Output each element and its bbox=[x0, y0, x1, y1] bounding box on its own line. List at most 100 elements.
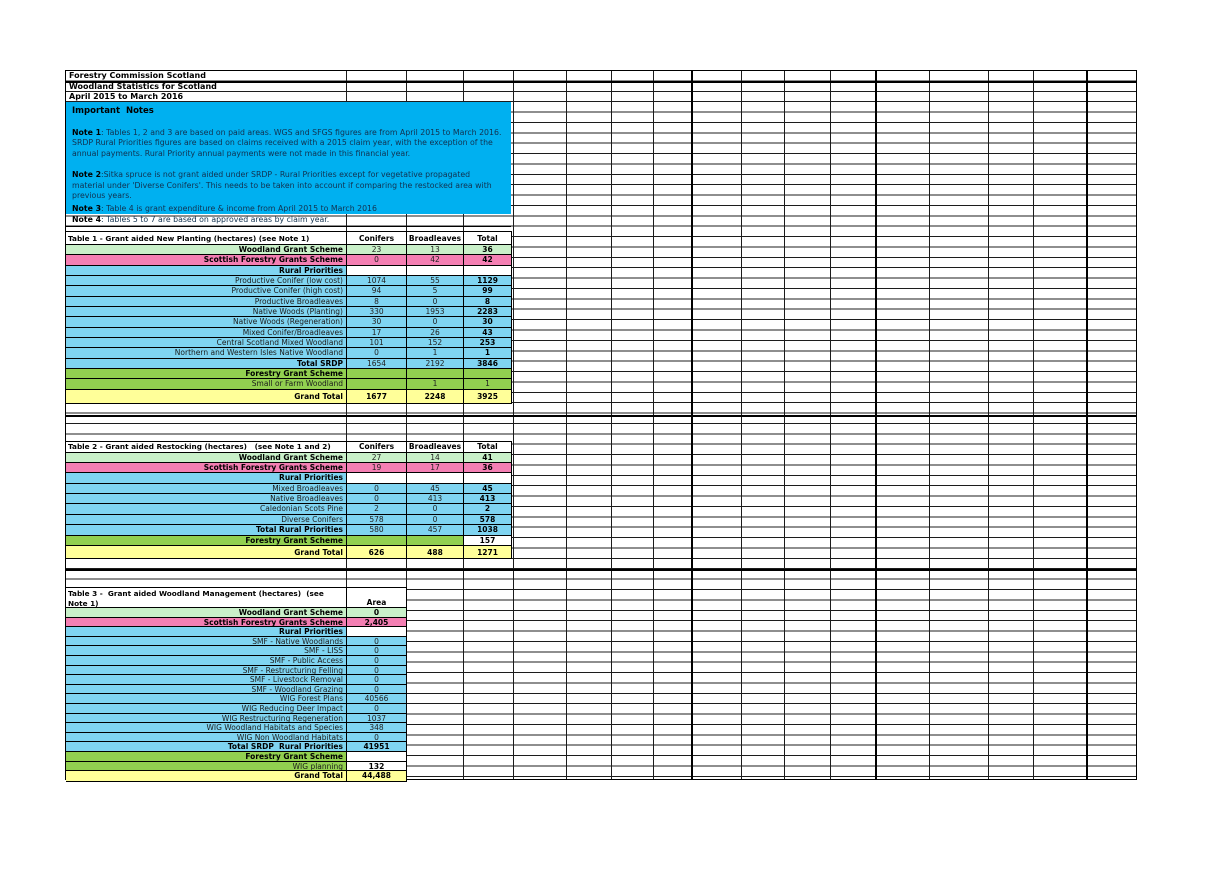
cell-value[interactable]: 17 bbox=[346, 327, 406, 338]
cell-value[interactable] bbox=[406, 265, 463, 276]
cell-value[interactable]: 27 bbox=[346, 452, 406, 462]
cell-value[interactable]: 45 bbox=[463, 483, 511, 494]
cell-value[interactable]: 1129 bbox=[463, 276, 511, 286]
cell-value[interactable]: 0 bbox=[346, 646, 406, 655]
cell-value[interactable]: 3846 bbox=[463, 358, 511, 369]
column-header[interactable]: Area bbox=[346, 588, 406, 607]
cell-value[interactable]: 45 bbox=[406, 483, 463, 494]
cell-value[interactable]: 2,405 bbox=[346, 617, 406, 627]
cell-value[interactable]: 1677 bbox=[346, 389, 406, 404]
cell-value[interactable]: 14 bbox=[406, 452, 463, 462]
column-header[interactable]: Total bbox=[463, 442, 511, 452]
cell-value[interactable]: 457 bbox=[406, 525, 463, 535]
row-label[interactable]: SMF - Native Woodlands bbox=[252, 636, 343, 646]
row-label[interactable]: Diverse Conifers bbox=[281, 514, 343, 524]
row-label[interactable]: WIG Restructuring Regeneration bbox=[221, 713, 343, 723]
cell-value[interactable]: 26 bbox=[406, 327, 463, 338]
row-label[interactable]: Total SRDP Rural Priorities bbox=[227, 742, 343, 751]
row-label[interactable]: Rural Priorities bbox=[279, 265, 343, 275]
cell-value[interactable] bbox=[406, 535, 463, 546]
column-header[interactable]: Conifers bbox=[346, 232, 406, 244]
cell-value[interactable]: 0 bbox=[346, 675, 406, 684]
cell-value[interactable]: 5 bbox=[406, 286, 463, 296]
cell-value[interactable]: 253 bbox=[463, 338, 511, 348]
table-title[interactable]: Table 3 - Grant aided Woodland Managemen… bbox=[68, 589, 324, 607]
row-label[interactable]: Scottish Forestry Grants Scheme bbox=[203, 617, 343, 627]
cell-value[interactable] bbox=[346, 265, 406, 276]
cell-value[interactable]: 1271 bbox=[463, 546, 511, 559]
cell-value[interactable]: 1953 bbox=[406, 307, 463, 317]
cell-value[interactable]: 41951 bbox=[346, 742, 406, 751]
cell-value[interactable]: 0 bbox=[346, 494, 406, 504]
row-label[interactable]: Mixed Conifer/Broadleaves bbox=[242, 327, 343, 337]
row-label[interactable]: Native Woods (Planting) bbox=[252, 307, 343, 317]
row-label[interactable]: Northern and Western Isles Native Woodla… bbox=[174, 348, 343, 358]
cell-value[interactable]: 0 bbox=[346, 636, 406, 646]
cell-value[interactable]: 0 bbox=[346, 732, 406, 742]
row-label[interactable]: Native Broadleaves bbox=[270, 494, 343, 504]
cell-value[interactable] bbox=[463, 473, 511, 483]
cell-value[interactable]: 43 bbox=[463, 327, 511, 338]
row-label[interactable]: Grand Total bbox=[294, 391, 343, 401]
row-label[interactable]: WIG Reducing Deer Impact bbox=[241, 703, 343, 713]
row-label[interactable]: Total Rural Priorities bbox=[255, 525, 343, 535]
cell-value[interactable]: 30 bbox=[346, 317, 406, 327]
cell-value[interactable]: 3925 bbox=[463, 389, 511, 404]
row-label[interactable]: Rural Priorities bbox=[279, 473, 343, 483]
row-label[interactable]: Grand Total bbox=[294, 771, 343, 781]
cell-value[interactable]: 580 bbox=[346, 525, 406, 535]
cell-value[interactable]: 0 bbox=[406, 296, 463, 307]
cell-value[interactable]: 36 bbox=[463, 245, 511, 255]
row-label[interactable]: WIG planning bbox=[292, 761, 343, 771]
cell-value[interactable]: 132 bbox=[346, 761, 406, 771]
row-label[interactable]: SMF - Restructuring Felling bbox=[242, 665, 343, 675]
cell-value[interactable]: 0 bbox=[346, 348, 406, 358]
row-label[interactable]: Woodland Grant Scheme bbox=[238, 452, 343, 462]
cell-value[interactable]: 2 bbox=[463, 504, 511, 514]
row-label[interactable]: Native Woods (Regeneration) bbox=[232, 317, 343, 327]
row-label[interactable]: SMF - LISS bbox=[304, 646, 343, 655]
column-header[interactable]: Broadleaves bbox=[406, 442, 463, 452]
table-title[interactable]: Table 1 - Grant aided New Planting (hect… bbox=[68, 234, 310, 243]
cell-value[interactable]: 578 bbox=[346, 514, 406, 525]
column-header[interactable]: Broadleaves bbox=[406, 232, 463, 244]
table-title[interactable]: Table 2 - Grant aided Restocking (hectar… bbox=[68, 442, 331, 451]
cell-value[interactable]: 413 bbox=[463, 494, 511, 504]
row-label[interactable]: Small or Farm Woodland bbox=[251, 379, 343, 389]
cell-value[interactable]: 19 bbox=[346, 462, 406, 473]
cell-value[interactable]: 0 bbox=[346, 655, 406, 665]
sheet-title-cell-2[interactable]: Woodland Statistics for Scotland bbox=[69, 81, 217, 91]
cell-value[interactable]: 1 bbox=[463, 348, 511, 358]
cell-value[interactable]: 2248 bbox=[406, 389, 463, 404]
cell-value[interactable]: 1 bbox=[406, 379, 463, 389]
important-notes-block[interactable]: Important Notes Note 1: Tables 1, 2 and … bbox=[66, 102, 511, 228]
cell-value[interactable]: 1038 bbox=[463, 525, 511, 535]
sheet-title-cell-3[interactable]: April 2015 to March 2016 bbox=[69, 92, 184, 101]
cell-value[interactable]: 99 bbox=[463, 286, 511, 296]
cell-value[interactable]: 626 bbox=[346, 546, 406, 559]
cell-value[interactable]: 42 bbox=[463, 255, 511, 265]
cell-value[interactable]: 413 bbox=[406, 494, 463, 504]
cell-value[interactable]: 0 bbox=[346, 684, 406, 694]
row-label[interactable]: Productive Conifer (high cost) bbox=[231, 286, 343, 296]
cell-value[interactable]: 0 bbox=[346, 608, 406, 617]
cell-value[interactable]: 17 bbox=[406, 462, 463, 473]
cell-value[interactable] bbox=[346, 751, 406, 761]
cell-value[interactable]: 0 bbox=[346, 483, 406, 494]
cell-value[interactable]: 13 bbox=[406, 245, 463, 255]
cell-value[interactable]: 1037 bbox=[346, 713, 406, 723]
row-label[interactable]: Forestry Grant Scheme bbox=[245, 369, 343, 379]
cell-value[interactable]: 1074 bbox=[346, 276, 406, 286]
cell-value[interactable]: 0 bbox=[406, 317, 463, 327]
cell-value[interactable]: 41 bbox=[463, 452, 511, 462]
row-label[interactable]: SMF - Public Access bbox=[269, 655, 343, 665]
cell-value[interactable]: 2 bbox=[346, 504, 406, 514]
cell-value[interactable]: 2192 bbox=[406, 358, 463, 369]
sheet-title-cell-1[interactable]: Forestry Commission Scotland bbox=[69, 71, 206, 80]
row-label[interactable]: Scottish Forestry Grants Scheme bbox=[203, 255, 343, 265]
cell-value[interactable]: 0 bbox=[406, 514, 463, 525]
cell-value[interactable] bbox=[406, 369, 463, 379]
row-label[interactable]: Forestry Grant Scheme bbox=[245, 751, 343, 761]
cell-value[interactable] bbox=[346, 369, 406, 379]
row-label[interactable]: Scottish Forestry Grants Scheme bbox=[203, 462, 343, 472]
